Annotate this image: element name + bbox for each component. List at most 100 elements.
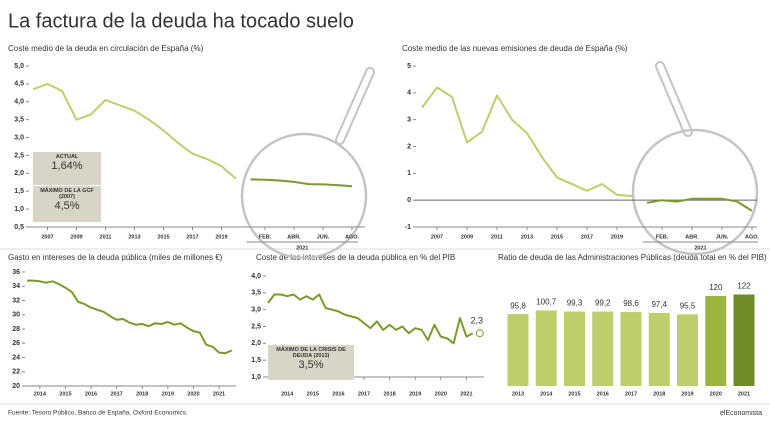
y-tick-label: 26 [12, 340, 20, 347]
x-tick-label: 2014 [281, 391, 294, 397]
annotation-label: ACTUAL [55, 154, 79, 160]
x-tick-label: 2019 [162, 391, 174, 397]
value-label: 95,8 [510, 301, 526, 310]
x-tick-label: 2019 [215, 234, 227, 240]
brand: elEconomista [720, 410, 762, 417]
x-tick-label: 2011 [491, 234, 503, 240]
bar [648, 312, 670, 386]
chart-title: Coste medio de las nuevas emisiones de d… [402, 44, 628, 53]
magnifier [631, 61, 759, 256]
y-tick-label: 4,0 [251, 273, 261, 280]
bar [705, 296, 727, 386]
x-tick-label: 2021 [460, 391, 472, 397]
x-tick-label: ABR. [685, 234, 699, 240]
y-tick-label: 36 [12, 269, 20, 276]
y-tick-label: 4,0 [14, 99, 24, 106]
x-tick-label: 2014 [34, 391, 47, 397]
x-tick-label: 2017 [358, 391, 370, 397]
bar [507, 314, 529, 386]
x-tick-label: 2019 [409, 391, 421, 397]
data-line [250, 178, 353, 188]
source: Fuente: Tesoro Público, Banco de España,… [8, 410, 188, 417]
y-tick-label: 1 [407, 170, 411, 177]
x-tick-label: 2019 [681, 391, 693, 397]
bar [620, 312, 642, 386]
x-tick-label: 2021 [738, 391, 750, 397]
y-tick-label: 3,0 [14, 134, 24, 141]
x-tick-label: 2019 [611, 234, 623, 240]
x-tick-label: 2021 [213, 391, 225, 397]
y-tick-label: 2 [407, 143, 411, 150]
chart-title: Coste de los intereses de la deuda públi… [256, 253, 455, 262]
y-tick-label: 3,0 [251, 307, 261, 314]
chart-title: Gasto en intereses de la deuda pública (… [8, 253, 223, 262]
annotation-value: 3,5% [298, 359, 324, 371]
x-tick-label: 2009 [70, 234, 82, 240]
x-tick-label: 2015 [307, 391, 319, 397]
x-tick-label: 2018 [383, 391, 395, 397]
value-label: 95,5 [680, 301, 696, 310]
x-tick-label: 2017 [110, 391, 122, 397]
y-tick-label: 2,0 [251, 340, 261, 347]
x-tick-label: 2020 [187, 391, 199, 397]
x-tick-label: AGO. [345, 234, 360, 240]
bar [564, 311, 585, 386]
x-tick-label: 2015 [59, 391, 71, 397]
y-tick-label: 3,5 [251, 290, 261, 297]
x-tick-label: 2018 [136, 391, 148, 397]
y-tick-label: 32 [12, 297, 20, 304]
y-tick-label: 4 [407, 90, 411, 97]
y-tick-label: 2,5 [14, 152, 24, 159]
y-tick-label: 3,5 [14, 117, 24, 124]
data-line [646, 197, 753, 212]
annotation-value: 4,5% [54, 200, 80, 212]
x-tick-label: 2016 [597, 391, 609, 397]
end-marker [475, 329, 484, 338]
x-tick-label: 2016 [332, 391, 344, 397]
magnifier [240, 67, 375, 260]
y-tick-label: 5 [407, 63, 411, 70]
bar [677, 314, 698, 386]
annotation: ACTUAL 1,64% [33, 152, 101, 185]
bar [733, 294, 755, 386]
x-tick-label: 2007 [431, 234, 443, 240]
value-label: 120 [709, 283, 723, 292]
value-label: 98,6 [623, 299, 639, 308]
x-tick-label: FEB. [656, 234, 669, 240]
x-tick-label: 2007 [41, 234, 53, 240]
x-tick-label: ABR. [287, 234, 301, 240]
y-tick-label: 1,5 [14, 188, 24, 195]
y-tick-label: 34 [12, 283, 20, 290]
y-tick-label: 22 [12, 369, 20, 376]
x-tick-label: 2015 [157, 234, 169, 240]
y-tick-label: 0 [407, 197, 411, 204]
y-tick-label: 4,5 [14, 81, 24, 88]
value-label: 122 [737, 282, 751, 291]
group-label: 2021 [296, 245, 308, 251]
x-tick-label: 2020 [435, 391, 447, 397]
y-tick-label: 20 [12, 383, 20, 390]
x-tick-label: 2018 [653, 391, 665, 397]
value-label: 99,3 [567, 299, 583, 308]
x-tick-label: 2016 [85, 391, 97, 397]
group-label: 2021 [694, 245, 706, 251]
x-tick-label: 2013 [512, 391, 524, 397]
value-label: 97,4 [651, 300, 667, 309]
value-label: 99,2 [595, 299, 611, 308]
x-tick-label: 2009 [461, 234, 473, 240]
annotation: MÁXIMO DE LA CRISIS DE DEUDA (2013) 3,5% [268, 345, 354, 380]
chart-title: Ratio de deuda de las Administraciones P… [498, 253, 767, 262]
annotation-label: MÁXIMO DE LA GCF (2007) [40, 188, 94, 200]
annotation-label: MÁXIMO DE LA CRISIS DE DEUDA (2013) [276, 347, 346, 359]
bar [535, 310, 557, 386]
x-tick-label: JUN. [716, 234, 729, 240]
y-tick-label: 28 [12, 326, 20, 333]
y-tick-label: 1,0 [14, 206, 24, 213]
bar [592, 311, 614, 386]
chart-title: Coste medio de la deuda en circulación d… [8, 44, 204, 53]
y-tick-label: 1,0 [251, 374, 261, 381]
value-label: 2,3 [471, 316, 484, 326]
data-line [421, 86, 633, 198]
